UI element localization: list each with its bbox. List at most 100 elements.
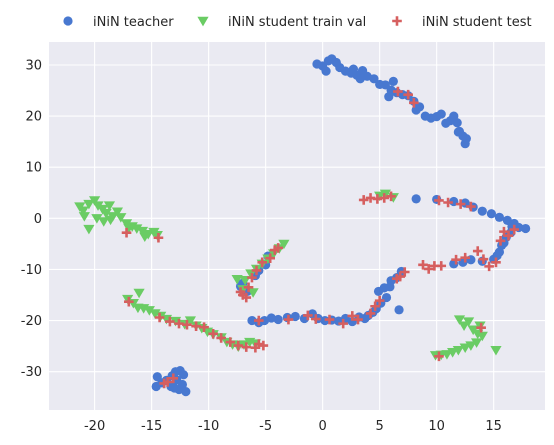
legend-marker	[63, 16, 73, 26]
data-points	[74, 54, 531, 397]
data-point	[476, 322, 486, 333]
data-point	[241, 292, 252, 303]
y-tick-label: 10	[25, 161, 42, 176]
data-point	[477, 206, 487, 216]
data-point	[83, 224, 95, 235]
data-point	[254, 315, 264, 326]
data-point	[418, 260, 428, 270]
y-tick-label: -30	[21, 365, 42, 380]
legend-item: iNiN student train val	[197, 15, 366, 30]
data-point	[495, 236, 506, 246]
data-point	[472, 246, 483, 256]
data-point	[225, 337, 236, 347]
data-point	[303, 310, 313, 321]
data-point	[423, 264, 434, 274]
data-point	[411, 194, 421, 204]
data-point	[379, 193, 390, 203]
legend-item: iNiN teacher	[63, 15, 174, 30]
data-point	[181, 387, 191, 397]
data-point	[258, 340, 269, 351]
data-point	[216, 333, 226, 343]
tick-labels: -20 -15 -10 -5 0 5 10 15 -30 -20 -10 0 10 20 30	[21, 59, 502, 435]
data-point	[133, 288, 145, 299]
data-point	[247, 315, 257, 326]
data-point	[463, 317, 475, 327]
data-point	[324, 314, 335, 325]
data-point	[403, 89, 413, 100]
data-point	[386, 191, 396, 202]
data-point	[165, 316, 175, 327]
data-point	[178, 370, 189, 380]
data-point	[199, 322, 209, 332]
data-point	[484, 261, 494, 272]
data-point	[466, 201, 476, 212]
legend-label: iNiN student test	[422, 15, 532, 30]
legend-marker	[197, 16, 209, 27]
data-point	[273, 243, 283, 253]
data-point	[443, 197, 453, 208]
data-point	[393, 86, 403, 97]
data-point	[373, 286, 384, 297]
data-point	[451, 254, 461, 265]
data-point	[154, 312, 165, 323]
data-point	[89, 196, 101, 206]
data-point	[453, 315, 466, 325]
data-point	[311, 314, 321, 324]
data-point	[151, 381, 161, 392]
data-point	[494, 212, 504, 222]
data-point	[121, 227, 132, 238]
data-point	[283, 314, 294, 325]
y-tick-label: -10	[21, 263, 42, 278]
data-point	[369, 74, 379, 84]
data-point	[231, 274, 243, 285]
data-point	[103, 201, 116, 211]
y-tick-label: 0	[34, 212, 42, 227]
legend-label: iNiN teacher	[93, 15, 174, 30]
data-point	[149, 309, 161, 319]
data-point	[358, 195, 369, 205]
x-tick-label: 0	[319, 419, 327, 434]
data-point	[208, 329, 218, 339]
data-point	[348, 64, 359, 74]
data-point	[452, 118, 462, 128]
data-point	[250, 342, 261, 353]
x-tick-label: -5	[259, 419, 272, 434]
data-point	[168, 373, 179, 384]
data-point	[355, 74, 365, 84]
data-point	[153, 232, 164, 243]
data-point	[124, 296, 134, 307]
data-point	[91, 214, 103, 224]
data-point	[78, 212, 90, 222]
data-point	[321, 66, 331, 76]
data-point	[460, 252, 470, 263]
data-point	[509, 224, 520, 235]
data-point	[132, 303, 144, 314]
data-point	[243, 282, 254, 293]
data-point	[251, 265, 262, 276]
data-point	[503, 230, 514, 241]
data-point	[100, 209, 112, 219]
data-point	[184, 316, 196, 326]
data-point	[353, 314, 363, 325]
legend-item: iNiN student test	[392, 15, 532, 30]
data-point	[169, 383, 180, 393]
x-tick-label: -15	[141, 419, 162, 434]
data-point	[77, 206, 89, 216]
data-point	[370, 301, 380, 312]
data-point	[115, 213, 127, 223]
data-point	[411, 105, 421, 115]
data-point	[455, 199, 466, 209]
data-point	[509, 218, 519, 229]
data-point	[233, 340, 244, 351]
data-point	[83, 199, 95, 210]
data-point	[162, 377, 173, 387]
data-point	[478, 254, 489, 265]
legend-label: iNiN student train val	[228, 15, 366, 30]
legend: iNiN teacher iNiN student train val iNiN s…	[63, 15, 532, 30]
data-point	[247, 288, 259, 298]
data-point	[247, 272, 257, 283]
data-point	[521, 223, 531, 234]
data-point	[273, 314, 283, 325]
data-point	[111, 207, 124, 218]
